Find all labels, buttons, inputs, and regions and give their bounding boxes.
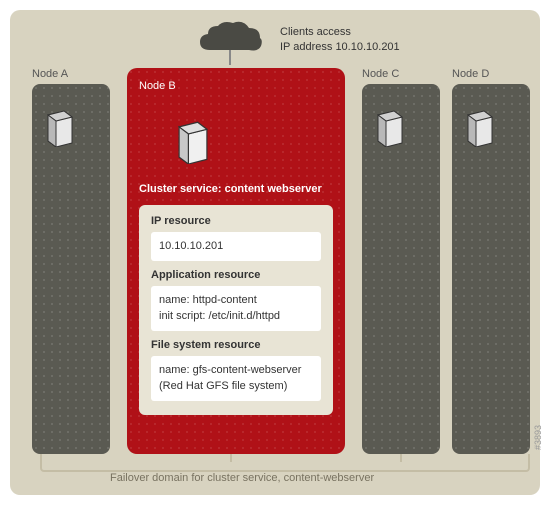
fs-name: name: gfs-content-webserver: [159, 362, 313, 379]
cloud-icon: [195, 20, 265, 70]
server-icon: [464, 109, 530, 152]
clients-line2: IP address 10.10.10.201: [280, 40, 400, 55]
server-icon: [374, 109, 440, 152]
node-d: [452, 84, 530, 454]
failover-domain-text: Failover domain for cluster service, con…: [110, 472, 374, 484]
fs-resource-label: File system resource: [151, 339, 321, 351]
app-resource-box: name: httpd-content init script: /etc/in…: [151, 286, 321, 331]
node-a-label: Node A: [32, 68, 68, 80]
app-script: init script: /etc/init.d/httpd: [159, 308, 313, 325]
fs-type: (Red Hat GFS file system): [159, 378, 313, 395]
ip-resource-label: IP resource: [151, 215, 321, 227]
node-b-label: Node B: [139, 80, 333, 92]
node-a: [32, 84, 110, 454]
app-name: name: httpd-content: [159, 292, 313, 309]
server-icon: [174, 120, 333, 169]
app-resource-label: Application resource: [151, 269, 321, 281]
node-c-label: Node C: [362, 68, 399, 80]
clients-access-text: Clients access IP address 10.10.10.201: [280, 25, 400, 56]
node-b-active: Node B Cluster service: content webserve…: [127, 68, 345, 454]
ip-resource-value: 10.10.10.201: [151, 232, 321, 261]
diagram-container: Clients access IP address 10.10.10.201 N…: [10, 10, 540, 495]
cluster-service-title: Cluster service: content webserver: [139, 183, 333, 195]
failover-bracket: [40, 454, 530, 472]
server-icon: [44, 109, 110, 152]
node-d-label: Node D: [452, 68, 489, 80]
clients-line1: Clients access: [280, 25, 400, 40]
fs-resource-box: name: gfs-content-webserver (Red Hat GFS…: [151, 356, 321, 401]
resource-panel: IP resource 10.10.10.201 Application res…: [139, 205, 333, 415]
node-c: [362, 84, 440, 454]
diagram-id: #3893: [533, 425, 543, 450]
